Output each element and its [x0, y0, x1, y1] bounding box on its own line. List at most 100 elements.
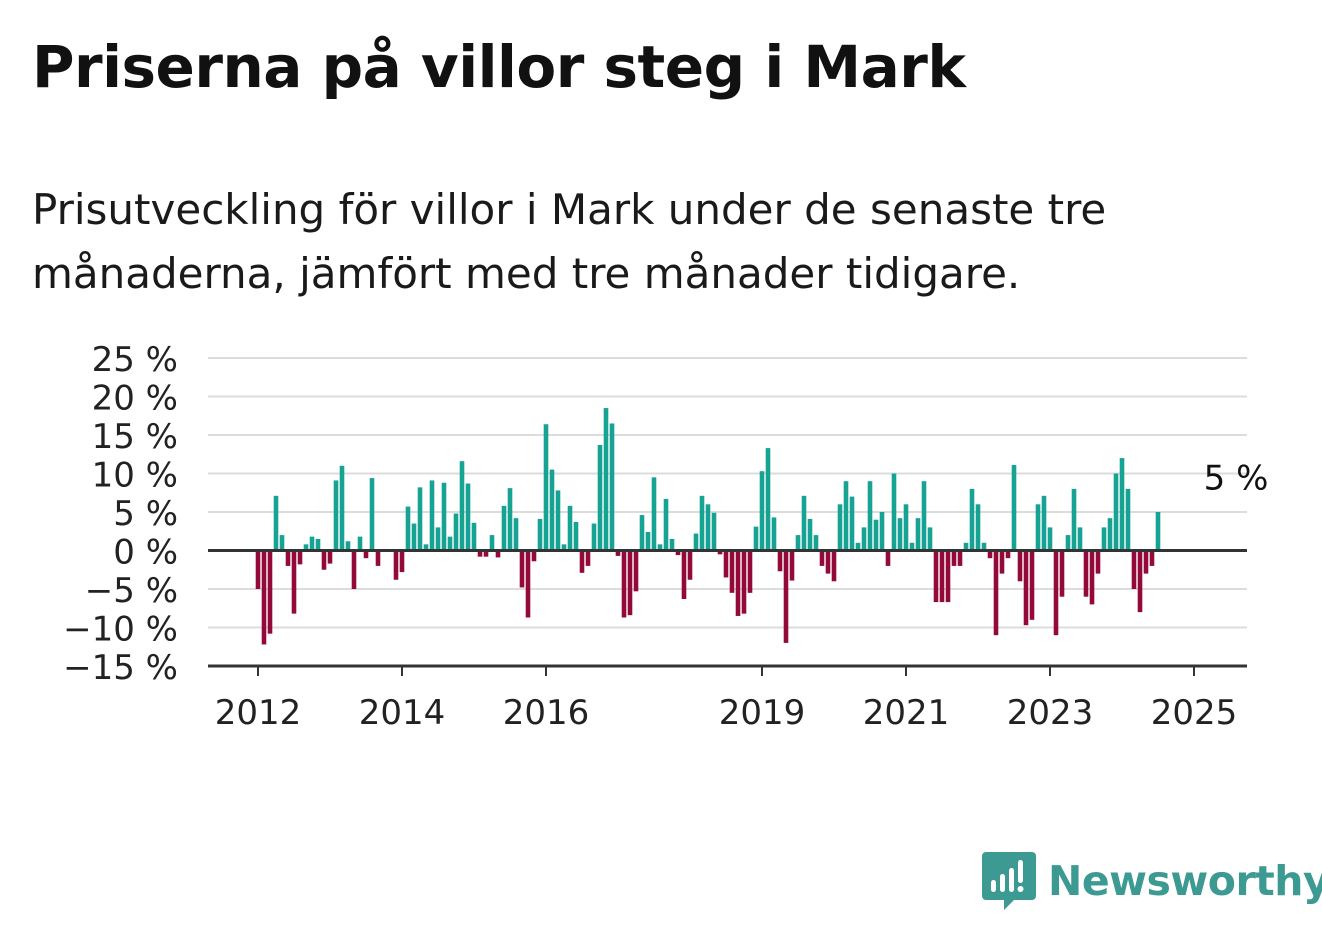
bar — [519, 550, 525, 588]
bar — [645, 532, 651, 551]
bar — [1131, 550, 1137, 589]
bar — [279, 535, 285, 551]
bar — [1143, 550, 1149, 574]
bar — [513, 518, 519, 551]
bar — [1125, 488, 1131, 551]
x-tick-label: 2023 — [1007, 693, 1094, 733]
bar — [1035, 504, 1041, 551]
bar — [597, 445, 603, 551]
x-tick-label: 2019 — [719, 693, 806, 733]
bar — [927, 527, 933, 551]
bar — [975, 504, 981, 551]
bar — [741, 550, 747, 614]
bar — [999, 550, 1005, 574]
bar — [261, 550, 267, 645]
bar — [885, 550, 891, 566]
bar — [483, 550, 489, 557]
bar — [1065, 535, 1071, 551]
newsworthy-logo-icon — [982, 852, 1036, 910]
bar — [549, 469, 555, 551]
bar — [765, 448, 771, 551]
bar — [993, 550, 999, 636]
bar — [1011, 465, 1017, 551]
bar — [1107, 518, 1113, 551]
bar — [819, 550, 825, 566]
bar — [579, 550, 585, 573]
bar — [843, 481, 849, 551]
bar — [771, 517, 777, 551]
bar — [609, 423, 615, 551]
bar — [1155, 512, 1161, 551]
bar — [393, 550, 399, 580]
x-tick-label: 2016 — [503, 693, 590, 733]
bar — [783, 550, 789, 643]
bar — [729, 550, 735, 593]
bar — [1113, 473, 1119, 551]
bar — [813, 535, 819, 551]
bar — [933, 550, 939, 603]
bar — [891, 473, 897, 551]
x-tick-label: 2012 — [215, 693, 302, 733]
bar — [837, 504, 843, 551]
bar — [447, 536, 453, 551]
bar — [717, 550, 723, 555]
bar — [1047, 527, 1053, 551]
bar — [1149, 550, 1155, 566]
bar — [537, 518, 543, 551]
bar — [1083, 550, 1089, 597]
bar — [465, 483, 471, 551]
bar — [945, 550, 951, 603]
bar — [1095, 550, 1101, 574]
bar — [297, 550, 303, 565]
bar — [633, 550, 639, 592]
bar — [1089, 550, 1095, 605]
bar — [759, 471, 765, 551]
bar — [699, 495, 705, 551]
bar — [879, 512, 885, 551]
bar — [507, 488, 513, 551]
bar — [471, 522, 477, 551]
y-tick-label: −15 % — [63, 648, 178, 688]
newsworthy-logo-text: Newsworthy — [1048, 857, 1322, 905]
bar — [681, 550, 687, 600]
bar — [255, 550, 261, 589]
bar — [405, 506, 411, 551]
bar — [495, 550, 501, 558]
bar — [903, 504, 909, 551]
bar — [285, 550, 291, 566]
bar — [603, 408, 609, 551]
bar — [663, 498, 669, 551]
bar — [363, 550, 369, 559]
bar — [561, 544, 567, 551]
bar — [627, 550, 633, 616]
y-tick-label: 15 % — [92, 417, 178, 457]
bar — [735, 550, 741, 616]
bar — [669, 538, 675, 551]
bar — [957, 550, 963, 566]
bar — [1023, 550, 1029, 626]
bar — [981, 542, 987, 551]
y-tick-label: 20 % — [92, 379, 178, 419]
bar — [711, 512, 717, 551]
bar — [423, 544, 429, 551]
bar — [657, 544, 663, 551]
y-tick-label: 10 % — [92, 456, 178, 496]
bar — [429, 480, 435, 551]
chart-title: Priserna på villor steg i Mark — [32, 33, 966, 101]
bars — [255, 408, 1161, 645]
bar — [585, 550, 591, 566]
bar — [687, 550, 693, 580]
bar — [747, 550, 753, 593]
bar — [705, 504, 711, 551]
x-tick-label: 2014 — [359, 693, 446, 733]
bar — [1119, 458, 1125, 551]
y-tick-label: 0 % — [113, 533, 178, 573]
bar — [309, 536, 315, 551]
bar — [1137, 550, 1143, 613]
bar — [351, 550, 357, 589]
bar — [831, 550, 837, 582]
bar — [1029, 550, 1035, 620]
bar — [501, 505, 507, 551]
bar — [459, 461, 465, 551]
value-annotation: 5 % — [1204, 459, 1269, 499]
